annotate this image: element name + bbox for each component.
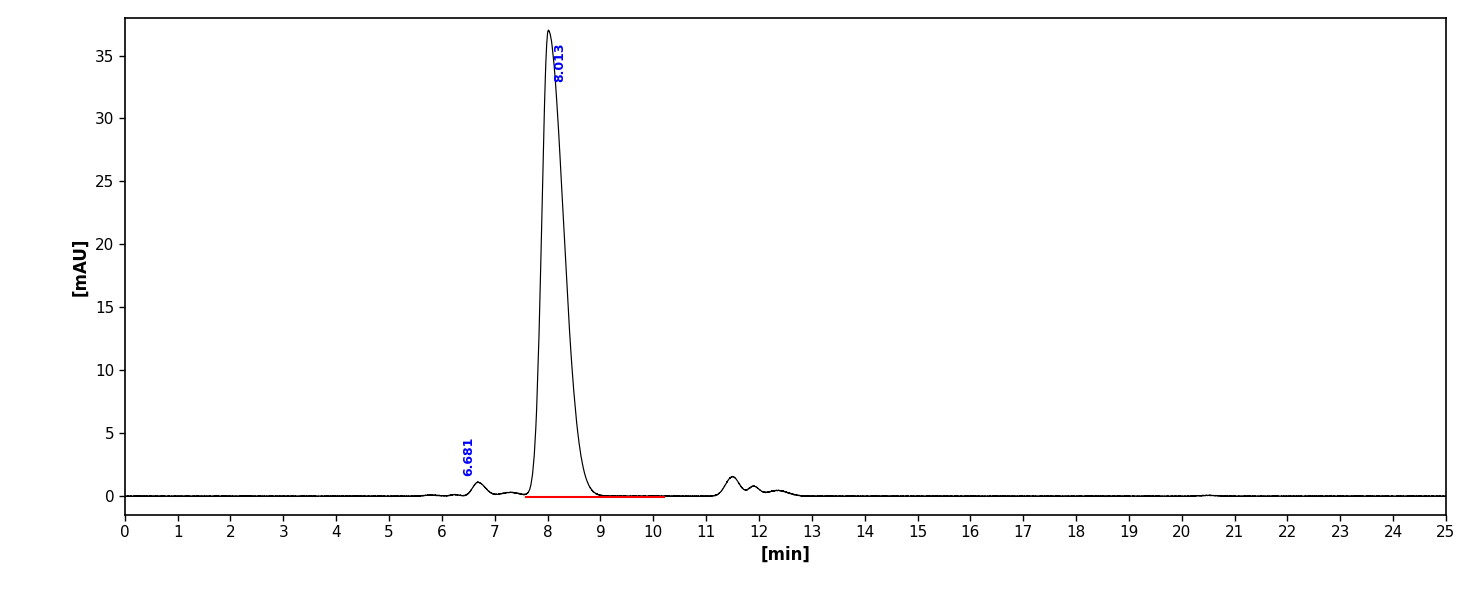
Text: 8.013: 8.013 — [553, 43, 567, 82]
Text: 6.681: 6.681 — [462, 437, 474, 476]
X-axis label: [min]: [min] — [760, 546, 810, 564]
Y-axis label: [mAU]: [mAU] — [72, 237, 90, 295]
